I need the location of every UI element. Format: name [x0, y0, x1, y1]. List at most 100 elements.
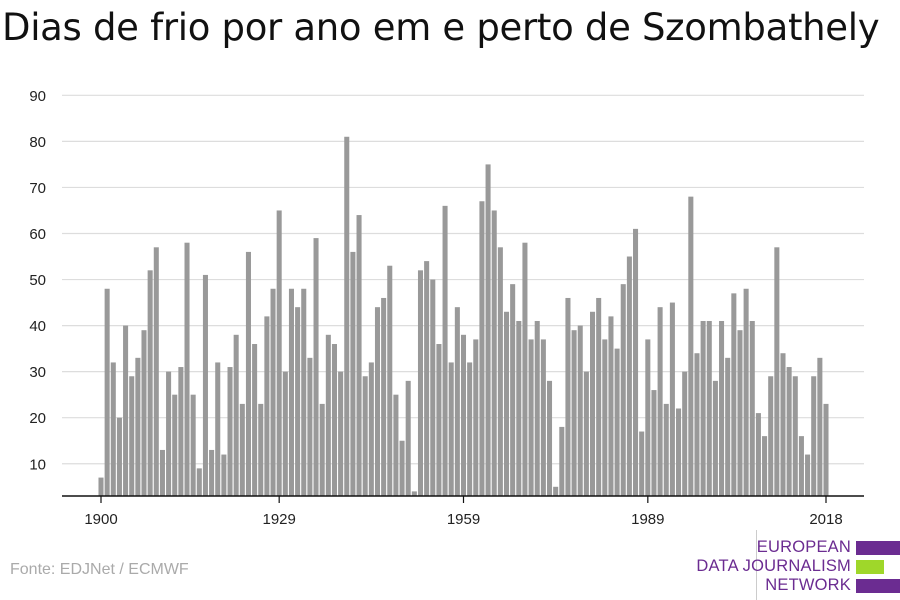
- bar-1950: [405, 380, 411, 496]
- logo-bar-purple-bottom: [856, 579, 900, 593]
- bar-1922: [233, 334, 239, 496]
- bar-2015: [805, 454, 811, 496]
- bar-1992: [663, 403, 669, 496]
- logo-bar-green: [856, 560, 884, 574]
- bar-1968: [516, 320, 522, 496]
- bar-1937: [325, 334, 331, 496]
- bar-1925: [252, 344, 258, 496]
- bar-1978: [577, 325, 583, 496]
- bar-2008: [762, 436, 768, 496]
- bar-1975: [559, 426, 565, 496]
- bar-1923: [239, 403, 245, 496]
- bar-2012: [786, 367, 792, 496]
- chart-title: Dias de frio por ano em e perto de Szomb…: [2, 6, 880, 49]
- bar-1940: [344, 136, 350, 496]
- bar-2000: [712, 380, 718, 496]
- bar-1963: [485, 164, 491, 496]
- bar-1907: [141, 330, 147, 496]
- bar-1904: [123, 325, 129, 496]
- bar-1913: [178, 367, 184, 496]
- bar-1929: [276, 210, 282, 496]
- y-tick-label: 70: [29, 180, 46, 197]
- bar-1988: [639, 431, 645, 496]
- bar-1943: [362, 376, 368, 496]
- bar-1980: [590, 311, 596, 496]
- bar-1926: [258, 403, 264, 496]
- bar-1997: [694, 353, 700, 496]
- x-tick-label: 2018: [809, 511, 842, 528]
- bar-1917: [202, 274, 208, 496]
- x-tick-label: 1929: [262, 511, 295, 528]
- bar-1911: [166, 371, 172, 496]
- bar-1959: [460, 334, 467, 496]
- bar-1970: [528, 339, 534, 496]
- bar-2006: [749, 320, 755, 496]
- bar-1986: [626, 256, 632, 496]
- bar-1933: [301, 288, 307, 496]
- bar-1932: [295, 307, 301, 496]
- bar-1973: [546, 380, 553, 496]
- bar-2002: [725, 357, 731, 496]
- bar-1931: [288, 288, 294, 496]
- bar-1954: [430, 279, 436, 496]
- bar-1905: [129, 376, 135, 496]
- bar-1955: [436, 344, 442, 496]
- bar-1924: [245, 251, 251, 496]
- bar-1902: [110, 362, 116, 496]
- bar-1962: [479, 201, 485, 496]
- axes: 10 20 30 40 50 60 70 80 90 1900 1929 1959 1989 2018: [29, 88, 864, 528]
- bar-1981: [596, 297, 602, 496]
- bar-1974: [553, 486, 559, 496]
- bar-1965: [497, 247, 503, 496]
- bar-1916: [196, 468, 202, 496]
- bar-1985: [620, 284, 626, 496]
- y-tick-label: 60: [29, 226, 46, 243]
- bars: [98, 136, 829, 497]
- bar-1995: [682, 371, 688, 496]
- bar-2004: [737, 330, 743, 496]
- y-tick-label: 90: [29, 88, 46, 105]
- bar-1987: [633, 228, 639, 496]
- bar-1969: [522, 242, 528, 496]
- bar-2010: [774, 247, 780, 496]
- y-tick-label: 40: [29, 318, 46, 335]
- bar-2018: [823, 403, 829, 496]
- bar-1999: [706, 320, 712, 496]
- bar-2001: [719, 320, 725, 496]
- bar-1901: [104, 288, 110, 496]
- edjnet-logo: EUROPEAN DATA JOURNALISM NETWORK: [696, 530, 900, 600]
- bar-1900: [98, 477, 104, 496]
- bar-1935: [313, 238, 319, 497]
- bar-1972: [540, 339, 546, 496]
- bar-1941: [350, 251, 356, 496]
- bar-1971: [534, 320, 540, 496]
- bar-1918: [209, 449, 215, 496]
- bar-1952: [417, 270, 424, 496]
- source-note: Fonte: EDJNet / ECMWF: [10, 561, 189, 578]
- bar-1915: [190, 394, 196, 496]
- bar-1912: [172, 394, 178, 496]
- bar-1956: [442, 205, 448, 496]
- bar-1977: [571, 330, 577, 496]
- bar-2011: [780, 353, 786, 496]
- bar-1960: [467, 362, 473, 496]
- bar-1991: [657, 307, 663, 496]
- bar-1944: [368, 362, 374, 496]
- bar-1927: [264, 316, 270, 496]
- bar-1908: [147, 270, 153, 496]
- bar-1947: [387, 265, 393, 496]
- bar-1961: [473, 339, 479, 496]
- bar-1909: [153, 247, 159, 496]
- bar-1946: [381, 297, 387, 496]
- bar-1948: [393, 394, 399, 496]
- bar-1910: [159, 449, 165, 496]
- bar-1964: [491, 210, 497, 496]
- logo-line-1: EUROPEAN: [756, 538, 851, 556]
- bar-1979: [583, 371, 589, 496]
- logo-bar-purple-top: [856, 541, 900, 555]
- bar-1939: [338, 371, 344, 496]
- bar-1958: [454, 307, 460, 496]
- bar-2003: [731, 293, 737, 496]
- logo-line-3: NETWORK: [765, 576, 851, 594]
